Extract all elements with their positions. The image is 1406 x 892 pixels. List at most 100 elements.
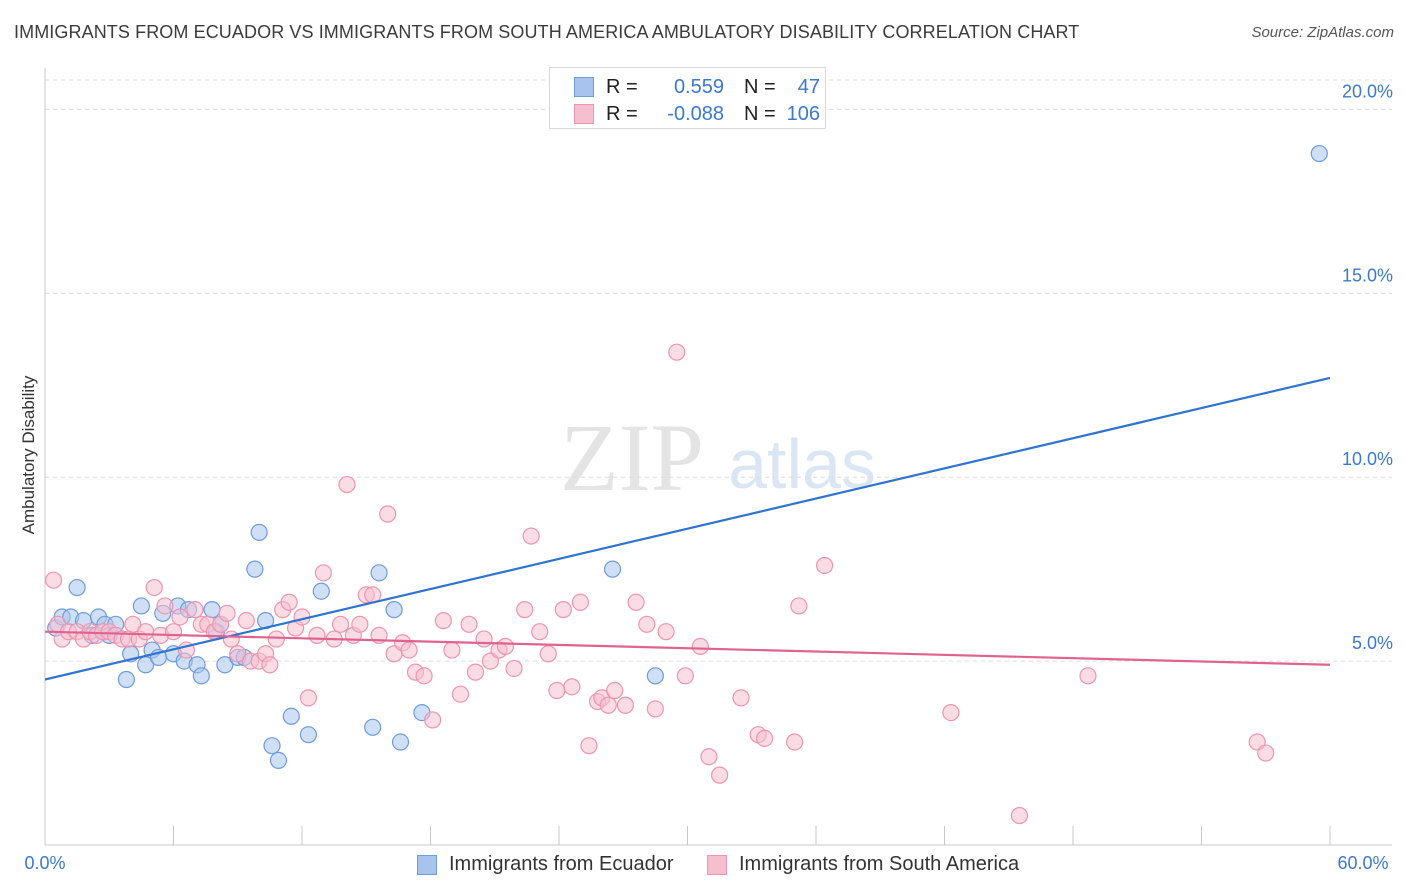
south-america-point: [331, 615, 350, 633]
south-america-point: [171, 608, 189, 626]
south-america-point: [451, 685, 470, 703]
ecuador-point: [603, 560, 622, 578]
ecuador-point: [370, 564, 388, 582]
south-america-point: [475, 630, 493, 648]
south-america-point: [691, 637, 709, 655]
south-america-point: [580, 737, 598, 755]
y-tick-label: 10.0%: [1342, 449, 1393, 469]
r-label: R =: [606, 102, 638, 125]
south-america-point: [338, 475, 356, 494]
x-tick-label: 60.0%: [1337, 853, 1388, 873]
ecuador-point: [132, 597, 150, 615]
ecuador-point: [192, 667, 210, 685]
y-tick-labels: 5.0% 10.0% 15.0% 20.0%: [1342, 81, 1393, 653]
south-america-trend-line: [44, 630, 1331, 666]
y-tick-label: 15.0%: [1342, 265, 1393, 285]
ecuador-point: [646, 667, 664, 685]
south-america-point: [261, 656, 279, 674]
legend-row-south-america: R = -0.088 N = 106: [574, 101, 820, 127]
south-america-legend-swatch: [707, 854, 727, 875]
south-america-point: [522, 527, 540, 545]
south-america-point: [539, 645, 557, 663]
south-america-point: [616, 696, 634, 714]
south-america-point: [186, 601, 204, 619]
legend-item-ecuador: Immigrants from Ecuador: [417, 853, 674, 876]
south-america-point: [657, 623, 675, 641]
south-america-point: [638, 615, 656, 633]
ecuador-point: [216, 656, 234, 674]
grid-lines: [45, 79, 1392, 662]
x-tick-labels: 0.0% 60.0%: [24, 853, 1388, 873]
south-america-point: [314, 564, 333, 582]
south-america-point: [379, 505, 397, 523]
x-tick-label: 0.0%: [24, 853, 65, 873]
south-america-point: [44, 571, 63, 589]
watermark-atlas: atlas: [728, 425, 876, 503]
south-america-point: [299, 689, 318, 707]
south-america-point: [732, 689, 750, 707]
south-america-point: [156, 597, 174, 615]
south-america-point: [571, 593, 590, 611]
legend-label-south-america: Immigrants from South America: [739, 853, 1020, 875]
south-america-point: [308, 626, 326, 644]
ecuador-point: [385, 601, 403, 619]
ecuador-point: [246, 560, 264, 578]
south-america-point: [466, 663, 485, 681]
south-america-point: [599, 696, 617, 714]
r-value: -0.088: [667, 102, 724, 125]
south-america-swatch: [574, 104, 594, 124]
ecuador-legend-swatch: [417, 854, 437, 875]
south-america-point: [606, 681, 624, 700]
watermark-zip: ZIP: [560, 404, 704, 511]
south-america-point: [785, 733, 804, 751]
series-legend: Immigrants from Ecuador Immigrants from …: [0, 850, 1406, 880]
south-america-point: [124, 615, 142, 633]
south-america-point: [505, 659, 523, 678]
axes: [44, 68, 1392, 846]
chart-title: IMMIGRANTS FROM ECUADOR VS IMMIGRANTS FR…: [14, 22, 1080, 42]
south-america-point: [668, 343, 686, 361]
ecuador-point: [1310, 144, 1328, 163]
south-america-point: [711, 766, 729, 784]
watermark: ZIP atlas: [560, 404, 876, 511]
ecuador-point: [250, 523, 268, 541]
south-america-point: [443, 641, 461, 659]
ecuador-trend-line: [44, 376, 1331, 681]
south-america-point: [351, 615, 369, 633]
south-america-point: [218, 604, 236, 622]
n-value: 106: [786, 102, 820, 125]
south-america-point: [400, 641, 418, 659]
south-america-point: [563, 678, 581, 696]
south-america-point: [164, 623, 183, 641]
legend-row-ecuador: R = 0.559 N = 47: [574, 74, 820, 100]
legend-item-south-america: Immigrants from South America: [707, 853, 1019, 876]
source-label: Source: ZipAtlas.com: [1251, 24, 1394, 41]
ecuador-point: [364, 718, 382, 736]
south-america-point: [646, 700, 664, 718]
ecuador-point: [282, 707, 300, 725]
south-america-point: [434, 612, 452, 630]
south-america-point: [237, 612, 255, 630]
south-america-point: [496, 637, 515, 655]
south-america-point: [145, 578, 163, 597]
ecuador-point: [269, 751, 288, 770]
south-america-point: [415, 667, 433, 685]
south-america-point: [700, 748, 718, 766]
r-value: 0.559: [673, 75, 724, 98]
south-america-point: [1079, 667, 1097, 685]
south-america-point: [1257, 744, 1275, 762]
n-label: N =: [744, 75, 776, 98]
ecuador-point: [312, 582, 330, 600]
south-america-point: [267, 630, 285, 648]
south-america-point: [548, 681, 566, 700]
south-america-point: [627, 593, 645, 611]
ecuador-point: [391, 733, 410, 751]
ecuador-point: [68, 578, 86, 597]
south-america-point: [137, 623, 155, 641]
n-label: N =: [744, 102, 776, 125]
r-label: R =: [606, 75, 638, 98]
south-america-point: [460, 615, 478, 633]
ecuador-point: [117, 670, 135, 689]
south-america-point: [942, 703, 960, 722]
